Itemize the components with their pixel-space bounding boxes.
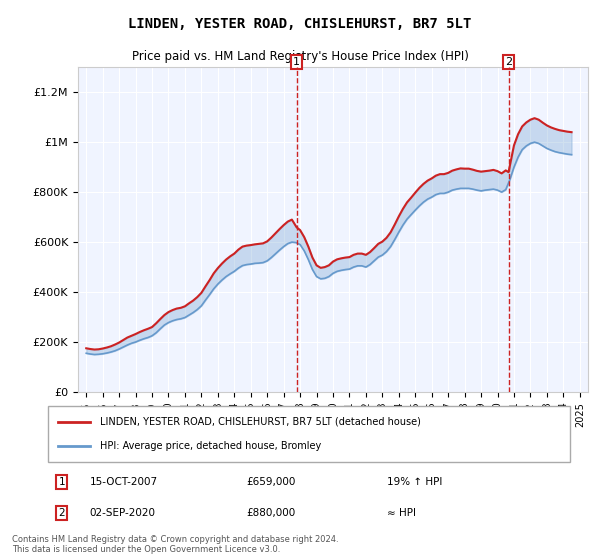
Text: Contains HM Land Registry data © Crown copyright and database right 2024.
This d: Contains HM Land Registry data © Crown c… [12, 535, 338, 554]
FancyBboxPatch shape [48, 406, 570, 462]
Text: 2: 2 [58, 508, 65, 517]
Text: ≈ HPI: ≈ HPI [388, 508, 416, 517]
Text: LINDEN, YESTER ROAD, CHISLEHURST, BR7 5LT (detached house): LINDEN, YESTER ROAD, CHISLEHURST, BR7 5L… [100, 417, 421, 427]
Text: LINDEN, YESTER ROAD, CHISLEHURST, BR7 5LT: LINDEN, YESTER ROAD, CHISLEHURST, BR7 5L… [128, 17, 472, 31]
Text: 1: 1 [293, 57, 300, 67]
Text: £659,000: £659,000 [247, 477, 296, 487]
Text: 15-OCT-2007: 15-OCT-2007 [90, 477, 158, 487]
Text: 1: 1 [58, 477, 65, 487]
Text: £880,000: £880,000 [247, 508, 296, 517]
Text: 02-SEP-2020: 02-SEP-2020 [90, 508, 156, 517]
Text: 19% ↑ HPI: 19% ↑ HPI [388, 477, 443, 487]
Text: HPI: Average price, detached house, Bromley: HPI: Average price, detached house, Brom… [100, 441, 322, 451]
Text: 2: 2 [505, 57, 512, 67]
Text: Price paid vs. HM Land Registry's House Price Index (HPI): Price paid vs. HM Land Registry's House … [131, 50, 469, 63]
